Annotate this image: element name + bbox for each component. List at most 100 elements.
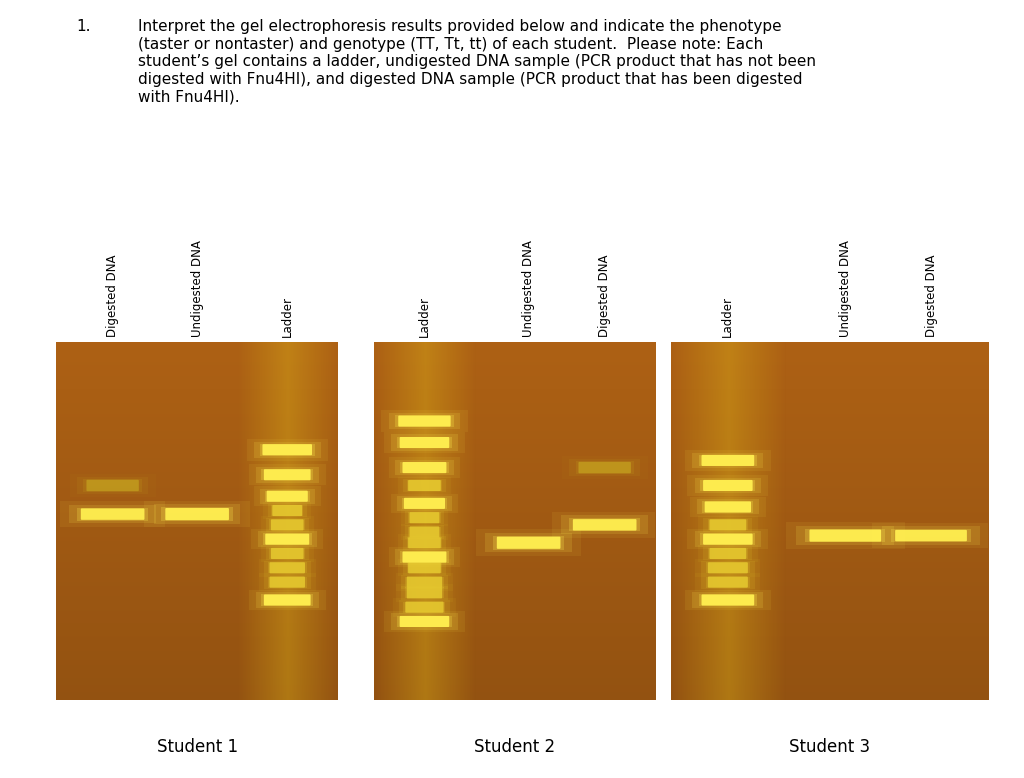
Bar bbox=[261, 545, 313, 562]
Bar bbox=[391, 434, 458, 450]
Bar bbox=[393, 598, 456, 616]
FancyBboxPatch shape bbox=[262, 444, 312, 455]
Bar bbox=[404, 525, 444, 538]
Bar bbox=[404, 511, 444, 524]
Bar bbox=[400, 462, 449, 473]
Bar bbox=[407, 538, 442, 548]
Bar bbox=[261, 594, 313, 606]
Bar bbox=[703, 547, 753, 560]
Bar bbox=[70, 474, 156, 497]
Bar bbox=[398, 559, 451, 576]
FancyBboxPatch shape bbox=[409, 480, 440, 491]
Text: Student 1: Student 1 bbox=[157, 738, 238, 756]
Bar bbox=[265, 518, 309, 531]
FancyBboxPatch shape bbox=[406, 601, 443, 613]
FancyBboxPatch shape bbox=[572, 519, 637, 531]
FancyBboxPatch shape bbox=[701, 594, 755, 605]
Text: Student 3: Student 3 bbox=[788, 738, 870, 756]
Bar bbox=[690, 497, 766, 517]
Text: Digested DNA: Digested DNA bbox=[106, 255, 119, 338]
Bar bbox=[384, 432, 465, 454]
Bar bbox=[263, 575, 311, 589]
FancyBboxPatch shape bbox=[398, 415, 451, 426]
Text: Ladder: Ladder bbox=[281, 296, 294, 338]
Bar bbox=[891, 529, 971, 542]
FancyBboxPatch shape bbox=[409, 537, 440, 548]
Text: Ladder: Ladder bbox=[721, 296, 734, 338]
Bar bbox=[397, 615, 452, 627]
Bar bbox=[703, 518, 753, 531]
FancyBboxPatch shape bbox=[403, 498, 445, 509]
Bar bbox=[692, 453, 764, 468]
FancyBboxPatch shape bbox=[399, 437, 450, 448]
FancyBboxPatch shape bbox=[895, 530, 967, 541]
Bar bbox=[271, 505, 303, 516]
FancyBboxPatch shape bbox=[269, 562, 305, 573]
FancyBboxPatch shape bbox=[265, 534, 309, 545]
FancyBboxPatch shape bbox=[708, 576, 748, 587]
Bar bbox=[260, 443, 314, 456]
Bar bbox=[400, 510, 449, 526]
Bar bbox=[687, 529, 768, 549]
Text: Student 2: Student 2 bbox=[474, 738, 555, 756]
FancyBboxPatch shape bbox=[407, 576, 442, 587]
Bar bbox=[698, 454, 757, 466]
Bar bbox=[84, 479, 141, 492]
Bar bbox=[493, 536, 564, 549]
Bar bbox=[268, 576, 306, 587]
Bar bbox=[698, 545, 758, 562]
Text: Undigested DNA: Undigested DNA bbox=[839, 240, 852, 338]
Bar bbox=[400, 552, 449, 562]
Bar bbox=[254, 442, 321, 457]
Bar bbox=[698, 594, 757, 606]
FancyBboxPatch shape bbox=[271, 519, 303, 531]
Bar bbox=[695, 559, 760, 576]
Bar bbox=[694, 478, 761, 493]
Text: 1.: 1. bbox=[77, 19, 91, 34]
Bar bbox=[384, 611, 465, 633]
Bar bbox=[247, 439, 328, 461]
FancyBboxPatch shape bbox=[579, 462, 631, 473]
Bar bbox=[476, 530, 582, 556]
FancyBboxPatch shape bbox=[402, 552, 446, 562]
Bar bbox=[700, 534, 756, 545]
Bar bbox=[406, 576, 443, 587]
Bar bbox=[805, 529, 886, 542]
FancyBboxPatch shape bbox=[264, 469, 310, 480]
Bar bbox=[269, 548, 305, 559]
Bar bbox=[407, 480, 442, 491]
Bar bbox=[263, 534, 311, 545]
Bar bbox=[694, 531, 761, 547]
FancyBboxPatch shape bbox=[409, 562, 440, 573]
Bar bbox=[258, 559, 316, 576]
Text: Digested DNA: Digested DNA bbox=[925, 255, 938, 338]
Bar bbox=[258, 531, 316, 547]
Bar bbox=[552, 512, 657, 538]
FancyBboxPatch shape bbox=[701, 455, 755, 466]
FancyBboxPatch shape bbox=[165, 508, 229, 520]
Bar bbox=[395, 573, 454, 591]
Bar bbox=[400, 586, 449, 600]
Bar bbox=[258, 573, 316, 591]
FancyBboxPatch shape bbox=[809, 530, 882, 541]
Bar bbox=[400, 575, 449, 589]
Bar bbox=[389, 412, 460, 429]
Bar bbox=[249, 464, 326, 485]
Bar bbox=[249, 590, 326, 611]
Bar bbox=[268, 562, 306, 573]
Bar bbox=[388, 457, 461, 478]
Bar bbox=[395, 584, 454, 602]
Bar bbox=[395, 549, 454, 565]
Bar bbox=[269, 520, 305, 530]
Bar bbox=[402, 478, 446, 492]
Bar bbox=[251, 529, 324, 549]
FancyBboxPatch shape bbox=[269, 576, 305, 587]
Bar bbox=[706, 562, 750, 573]
Bar bbox=[708, 548, 748, 559]
FancyBboxPatch shape bbox=[710, 519, 746, 531]
Text: Ladder: Ladder bbox=[418, 296, 431, 338]
Bar bbox=[60, 501, 165, 527]
Bar bbox=[403, 601, 445, 612]
FancyBboxPatch shape bbox=[266, 491, 308, 502]
Bar bbox=[402, 561, 446, 575]
